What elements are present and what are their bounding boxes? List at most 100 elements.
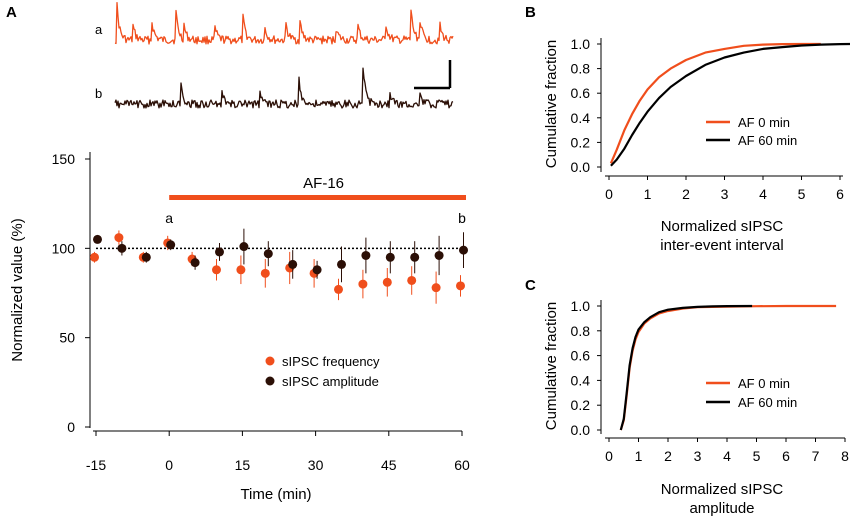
legend-frequency-marker <box>265 356 275 366</box>
data-point <box>407 275 417 285</box>
x-tick-label: 15 <box>235 457 251 473</box>
x-tick-label: 4 <box>723 448 731 464</box>
panel-b-chart: 0.0 0.2 0.4 0.6 0.8 1.0 0 1 2 3 4 5 6 AF 0 min AF 6… <box>543 36 850 254</box>
legend-amplitude-label: sIPSC amplitude <box>282 374 379 389</box>
panel-c-legend: AF 0 min AF 60 min <box>706 376 797 410</box>
panel-a-x-label: Time (min) <box>240 486 311 503</box>
marker-b-label: b <box>458 210 466 226</box>
data-point <box>117 243 127 253</box>
data-point <box>456 281 465 291</box>
x-tick-label: 2 <box>664 448 672 464</box>
cdf-line-af0 <box>609 42 821 164</box>
data-point <box>434 250 444 260</box>
panel-b-x-label-line1: Normalized sIPSC <box>661 218 784 235</box>
legend-af0-label: AF 0 min <box>738 376 790 391</box>
panel-letter-a: A <box>6 4 17 21</box>
panel-c-x-label-line1: Normalized sIPSC <box>661 481 784 498</box>
y-tick-label: 0.6 <box>571 85 591 101</box>
data-point <box>459 245 468 255</box>
y-tick-label: 0.0 <box>571 422 591 438</box>
series-amplitude <box>93 228 468 283</box>
treatment-bar <box>169 195 466 200</box>
panel-letter-c: C <box>525 277 536 294</box>
y-tick-label: 0.4 <box>571 372 591 388</box>
y-tick-label: 0 <box>67 419 75 435</box>
trace-a-label: a <box>95 22 103 37</box>
data-point <box>361 250 371 260</box>
data-point <box>334 284 343 294</box>
data-point <box>382 277 392 287</box>
panel-a-y-label: Normalized value (%) <box>9 218 26 361</box>
data-point <box>93 234 102 244</box>
cdf-line-af0 <box>619 304 837 431</box>
data-point <box>190 258 200 268</box>
treatment-bar-label: AF-16 <box>303 175 344 192</box>
data-point <box>410 252 420 262</box>
legend-amplitude-marker <box>265 376 275 386</box>
panel-b-x-label-line2: inter-event interval <box>660 237 783 254</box>
x-tick-label: 3 <box>694 448 702 464</box>
data-point <box>90 252 99 262</box>
panel-c-y-label: Cumulative fraction <box>543 302 560 430</box>
x-tick-label: 60 <box>454 457 470 473</box>
x-tick-label: 1 <box>644 186 652 202</box>
legend-af0-label: AF 0 min <box>738 115 790 130</box>
data-point <box>114 233 124 243</box>
data-point <box>212 265 221 275</box>
trace-a-group: a <box>95 1 454 45</box>
data-point <box>239 242 249 252</box>
series-frequency <box>90 230 465 304</box>
x-tick-label: 0 <box>605 186 613 202</box>
marker-a-label: a <box>165 210 173 226</box>
data-point <box>236 265 246 275</box>
trace-b-group: b <box>95 67 454 109</box>
panel-c-chart: 0.0 0.2 0.4 0.6 0.8 1.0 0 1 2 3 4 5 6 7 8 AF 0 min AF… <box>543 298 849 517</box>
legend-af60-label: AF 60 min <box>738 133 797 148</box>
trace-a <box>114 1 454 45</box>
panel-a-legend: sIPSC frequency sIPSC amplitude <box>265 354 380 389</box>
x-tick-label: 1 <box>635 448 643 464</box>
x-tick-label: 45 <box>381 457 397 473</box>
trace-b <box>114 67 454 109</box>
data-point <box>431 283 441 293</box>
y-tick-label: 1.0 <box>571 298 591 314</box>
y-tick-label: 0.2 <box>571 397 591 413</box>
y-tick-label: 50 <box>59 330 75 346</box>
x-tick-label: 0 <box>605 448 613 464</box>
y-tick-label: 0.2 <box>571 134 591 150</box>
x-tick-label: 30 <box>308 457 324 473</box>
x-tick-label: 5 <box>798 186 806 202</box>
x-tick-label: 8 <box>841 448 849 464</box>
x-tick-label: 0 <box>165 457 173 473</box>
legend-frequency-label: sIPSC frequency <box>282 354 380 369</box>
y-tick-label: 0.8 <box>571 61 591 77</box>
y-tick-label: 0.8 <box>571 323 591 339</box>
panel-c-x-label-line2: amplitude <box>689 500 754 517</box>
trace-b-label: b <box>95 86 102 101</box>
data-point <box>260 268 270 278</box>
y-tick-label: 0.4 <box>571 110 591 126</box>
y-tick-label: 1.0 <box>571 36 591 52</box>
data-point <box>358 279 368 289</box>
x-tick-label: 5 <box>753 448 761 464</box>
data-point <box>337 259 346 269</box>
x-tick-label: 7 <box>812 448 820 464</box>
data-point <box>215 247 224 257</box>
x-tick-label: 4 <box>759 186 767 202</box>
data-point <box>141 252 151 262</box>
panel-letter-b: B <box>525 4 536 21</box>
data-point <box>312 265 322 275</box>
data-point <box>385 252 395 262</box>
data-point <box>166 240 176 250</box>
y-tick-label: 100 <box>52 240 76 256</box>
panel-b-legend: AF 0 min AF 60 min <box>706 115 797 148</box>
cdf-line-af60 <box>610 42 850 167</box>
y-tick-label: 150 <box>52 151 76 167</box>
legend-af60-label: AF 60 min <box>738 395 797 410</box>
data-point <box>288 259 298 269</box>
x-tick-label: 3 <box>721 186 729 202</box>
data-point <box>263 249 273 259</box>
x-tick-label: 6 <box>782 448 790 464</box>
x-tick-label: -15 <box>86 457 106 473</box>
scale-bar <box>414 60 452 90</box>
